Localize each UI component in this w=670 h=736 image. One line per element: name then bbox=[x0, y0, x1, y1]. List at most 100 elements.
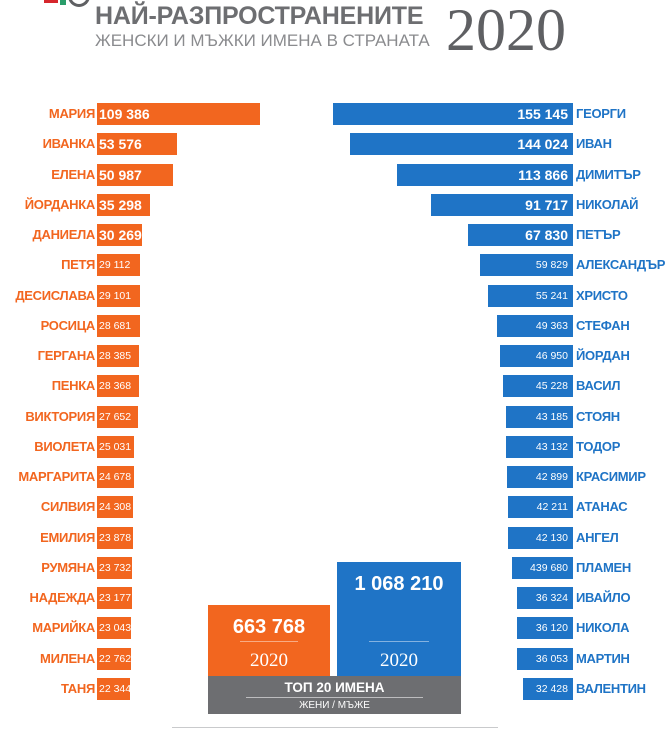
male-value-label: 45 228 bbox=[535, 379, 568, 392]
male-name-label: АНГЕЛ bbox=[576, 530, 619, 545]
male-value-label: 67 830 bbox=[525, 227, 568, 243]
male-name-label: СТЕФАН bbox=[576, 318, 630, 333]
male-value-label: 439 680 bbox=[530, 561, 568, 574]
male-bar: 59 829 bbox=[480, 254, 573, 276]
female-name-label: ПЕТЯ bbox=[61, 257, 95, 272]
male-value-label: 42 211 bbox=[536, 500, 568, 513]
male-name-label: МАРТИН bbox=[576, 651, 630, 666]
female-total-bar: 663 768 2020 bbox=[208, 605, 330, 676]
male-bar: 42 211 bbox=[507, 496, 573, 518]
female-bar: 50 987 bbox=[97, 164, 173, 186]
male-bar: 67 830 bbox=[468, 224, 573, 246]
female-bar: 29 101 bbox=[97, 285, 141, 307]
male-value-label: 113 866 bbox=[518, 167, 568, 183]
female-value-label: 24 308 bbox=[99, 500, 132, 513]
male-bar: 113 866 bbox=[396, 164, 573, 186]
male-name-label: СТОЯН bbox=[576, 409, 620, 424]
female-bar: 28 368 bbox=[97, 375, 140, 397]
bottom-divider bbox=[172, 727, 498, 728]
female-value-label: 23 878 bbox=[99, 531, 132, 544]
female-value-label: 29 101 bbox=[99, 289, 132, 302]
male-total-year: 2020 bbox=[380, 650, 418, 671]
female-name-label: РОСИЦА bbox=[40, 318, 96, 333]
female-name-label: МАРИЯ bbox=[48, 106, 95, 121]
female-value-label: 28 681 bbox=[99, 319, 132, 332]
summary-divider bbox=[246, 697, 423, 698]
female-value-label: 27 652 bbox=[99, 410, 132, 423]
female-name-label: ЕМИЛИЯ bbox=[40, 530, 95, 545]
female-bar: 30 269 bbox=[97, 224, 143, 246]
female-bar: 25 031 bbox=[97, 436, 135, 458]
female-value-label: 30 269 bbox=[99, 227, 142, 243]
male-bar: 36 053 bbox=[517, 648, 573, 670]
male-name-label: НИКОЛАЙ bbox=[576, 197, 639, 212]
page-subtitle: ЖЕНСКИ И МЪЖКИ ИМЕНА В СТРАНАТА bbox=[95, 31, 430, 50]
female-bar: 28 681 bbox=[97, 315, 140, 337]
female-bar: 23 732 bbox=[97, 557, 133, 579]
female-name-label: ТАНЯ bbox=[60, 681, 95, 696]
female-value-label: 23 732 bbox=[99, 561, 132, 574]
male-value-label: 43 185 bbox=[535, 410, 568, 423]
male-value-label: 155 145 bbox=[517, 106, 568, 122]
female-bar: 23 043 bbox=[97, 617, 132, 639]
female-bar: 22 762 bbox=[97, 648, 131, 670]
female-bar: 27 652 bbox=[97, 406, 139, 428]
female-total-value: 663 768 bbox=[232, 616, 306, 639]
female-bar: 24 308 bbox=[97, 496, 134, 518]
male-name-label: КРАСИМИР bbox=[576, 469, 646, 484]
female-value-label: 109 386 bbox=[99, 106, 150, 122]
male-bar: 42 130 bbox=[507, 527, 573, 549]
female-bar: 109 386 bbox=[97, 103, 260, 125]
female-bar: 23 177 bbox=[97, 587, 132, 609]
female-name-label: ГЕРГАНА bbox=[37, 348, 96, 363]
logo-green-mark bbox=[60, 0, 66, 5]
female-bar: 23 878 bbox=[97, 527, 133, 549]
male-name-label: ХРИСТО bbox=[576, 288, 628, 303]
male-bar: 439 680 bbox=[511, 557, 573, 579]
summary-subtitle: ЖЕНИ / МЪЖЕ bbox=[299, 700, 370, 711]
male-bar: 91 717 bbox=[431, 194, 573, 216]
male-bar: 32 428 bbox=[522, 678, 573, 700]
female-value-label: 28 368 bbox=[99, 379, 132, 392]
female-name-label: РУМЯНА bbox=[41, 560, 95, 575]
female-name-label: ДЕСИСЛАВА bbox=[15, 288, 95, 303]
female-total-divider bbox=[239, 640, 299, 642]
female-name-label: МАРИЙКА bbox=[32, 620, 95, 635]
male-value-label: 49 363 bbox=[535, 319, 568, 332]
male-bar: 43 185 bbox=[506, 406, 573, 428]
female-bar: 22 344 bbox=[97, 678, 132, 700]
male-name-label: ГЕОРГИ bbox=[576, 106, 626, 121]
male-bar: 45 228 bbox=[503, 375, 573, 397]
male-name-label: ДИМИТЪР bbox=[576, 167, 641, 182]
female-name-label: МИЛЕНА bbox=[40, 651, 95, 666]
female-bar: 29 112 bbox=[97, 254, 141, 276]
male-value-label: 59 829 bbox=[535, 258, 568, 271]
female-name-label: ЙОРДАНКА bbox=[24, 197, 96, 212]
male-bar: 36 324 bbox=[516, 587, 573, 609]
male-total-divider bbox=[369, 641, 429, 642]
male-value-label: 43 132 bbox=[535, 440, 568, 453]
male-name-label: АЛЕКСАНДЪР bbox=[576, 257, 666, 272]
male-name-label: ИВАЙЛО bbox=[576, 590, 631, 605]
male-name-label: НИКОЛА bbox=[576, 620, 630, 635]
female-name-label: ЕЛЕНА bbox=[51, 167, 95, 182]
female-bar: 24 678 bbox=[97, 466, 134, 488]
page-year: 2020 bbox=[446, 0, 566, 63]
female-name-label: МАРГАРИТА bbox=[18, 469, 95, 484]
male-name-label: ТОДОР bbox=[576, 439, 621, 454]
male-bar: 46 950 bbox=[500, 345, 573, 367]
male-name-label: АТАНАС bbox=[576, 499, 628, 514]
male-bar: 55 241 bbox=[487, 285, 573, 307]
logo-red-mark bbox=[44, 0, 58, 3]
male-bar: 42 899 bbox=[506, 466, 573, 488]
female-value-label: 25 031 bbox=[99, 440, 132, 453]
female-value-label: 23 177 bbox=[99, 591, 132, 604]
female-value-label: 35 298 bbox=[99, 197, 142, 213]
female-value-label: 22 344 bbox=[99, 682, 132, 695]
female-name-label: ДАНИЕЛА bbox=[32, 227, 96, 242]
female-name-label: ВИКТОРИЯ bbox=[25, 409, 95, 424]
male-value-label: 42 899 bbox=[535, 470, 568, 483]
male-name-label: ПЕТЪР bbox=[576, 227, 621, 242]
female-name-label: ВИОЛЕТА bbox=[34, 439, 95, 454]
